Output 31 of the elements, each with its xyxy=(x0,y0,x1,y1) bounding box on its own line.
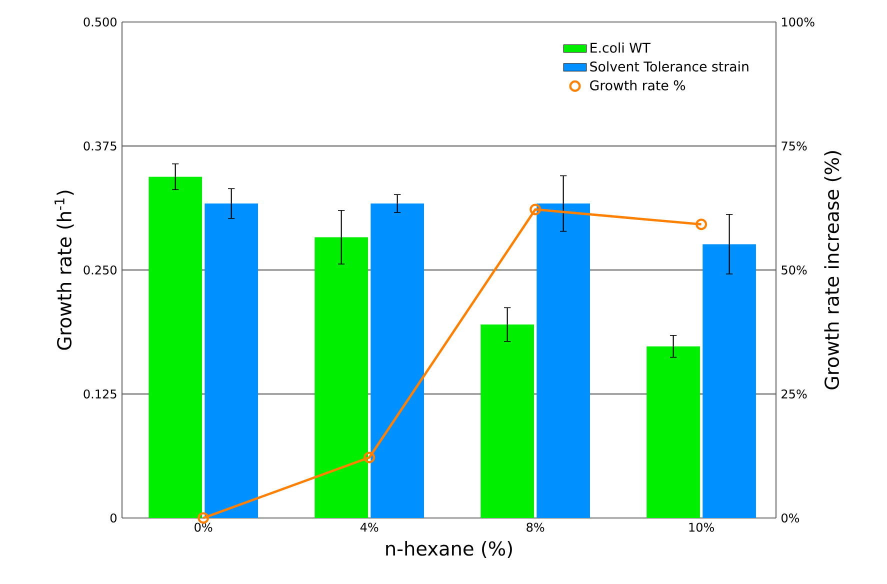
bar xyxy=(702,244,756,518)
x-tick-label: 4% xyxy=(360,522,378,532)
y-tick-label: 0.250 xyxy=(84,265,116,275)
y2-tick-label: 100% xyxy=(782,17,814,27)
bar xyxy=(646,346,700,518)
legend-label: E.coli WT xyxy=(590,42,650,53)
bar xyxy=(370,204,424,518)
bar xyxy=(480,324,534,518)
y-tick-label: 0.125 xyxy=(84,389,116,399)
point xyxy=(696,218,708,230)
x-tick-label: 0% xyxy=(194,522,212,532)
point xyxy=(364,452,376,464)
x-tick-label: 10% xyxy=(689,522,714,532)
point xyxy=(530,204,542,216)
x-axis-title: n-hexane (%) xyxy=(386,540,512,558)
bar xyxy=(204,204,258,518)
y-tick-label: 0 xyxy=(110,513,116,523)
y-tick-label: 0.375 xyxy=(84,141,116,151)
y2-tick-label: 75% xyxy=(782,141,807,151)
bar xyxy=(536,204,590,518)
bar xyxy=(148,176,202,518)
y2-axis-title: Growth rate increase (%) xyxy=(824,151,842,390)
legend-label: Growth rate % xyxy=(590,80,686,90)
y-tick-label: 0.500 xyxy=(84,17,116,27)
y-axis-title: Growth rate (h$^{-1}$) xyxy=(54,190,74,350)
y2-tick-label: 0% xyxy=(782,513,800,523)
y2-tick-label: 50% xyxy=(782,265,807,275)
x-tick-label: 8% xyxy=(526,522,544,532)
y2-tick-label: 25% xyxy=(782,389,807,399)
bar xyxy=(314,237,368,518)
legend-label: Solvent Tolerance strain xyxy=(590,61,748,72)
